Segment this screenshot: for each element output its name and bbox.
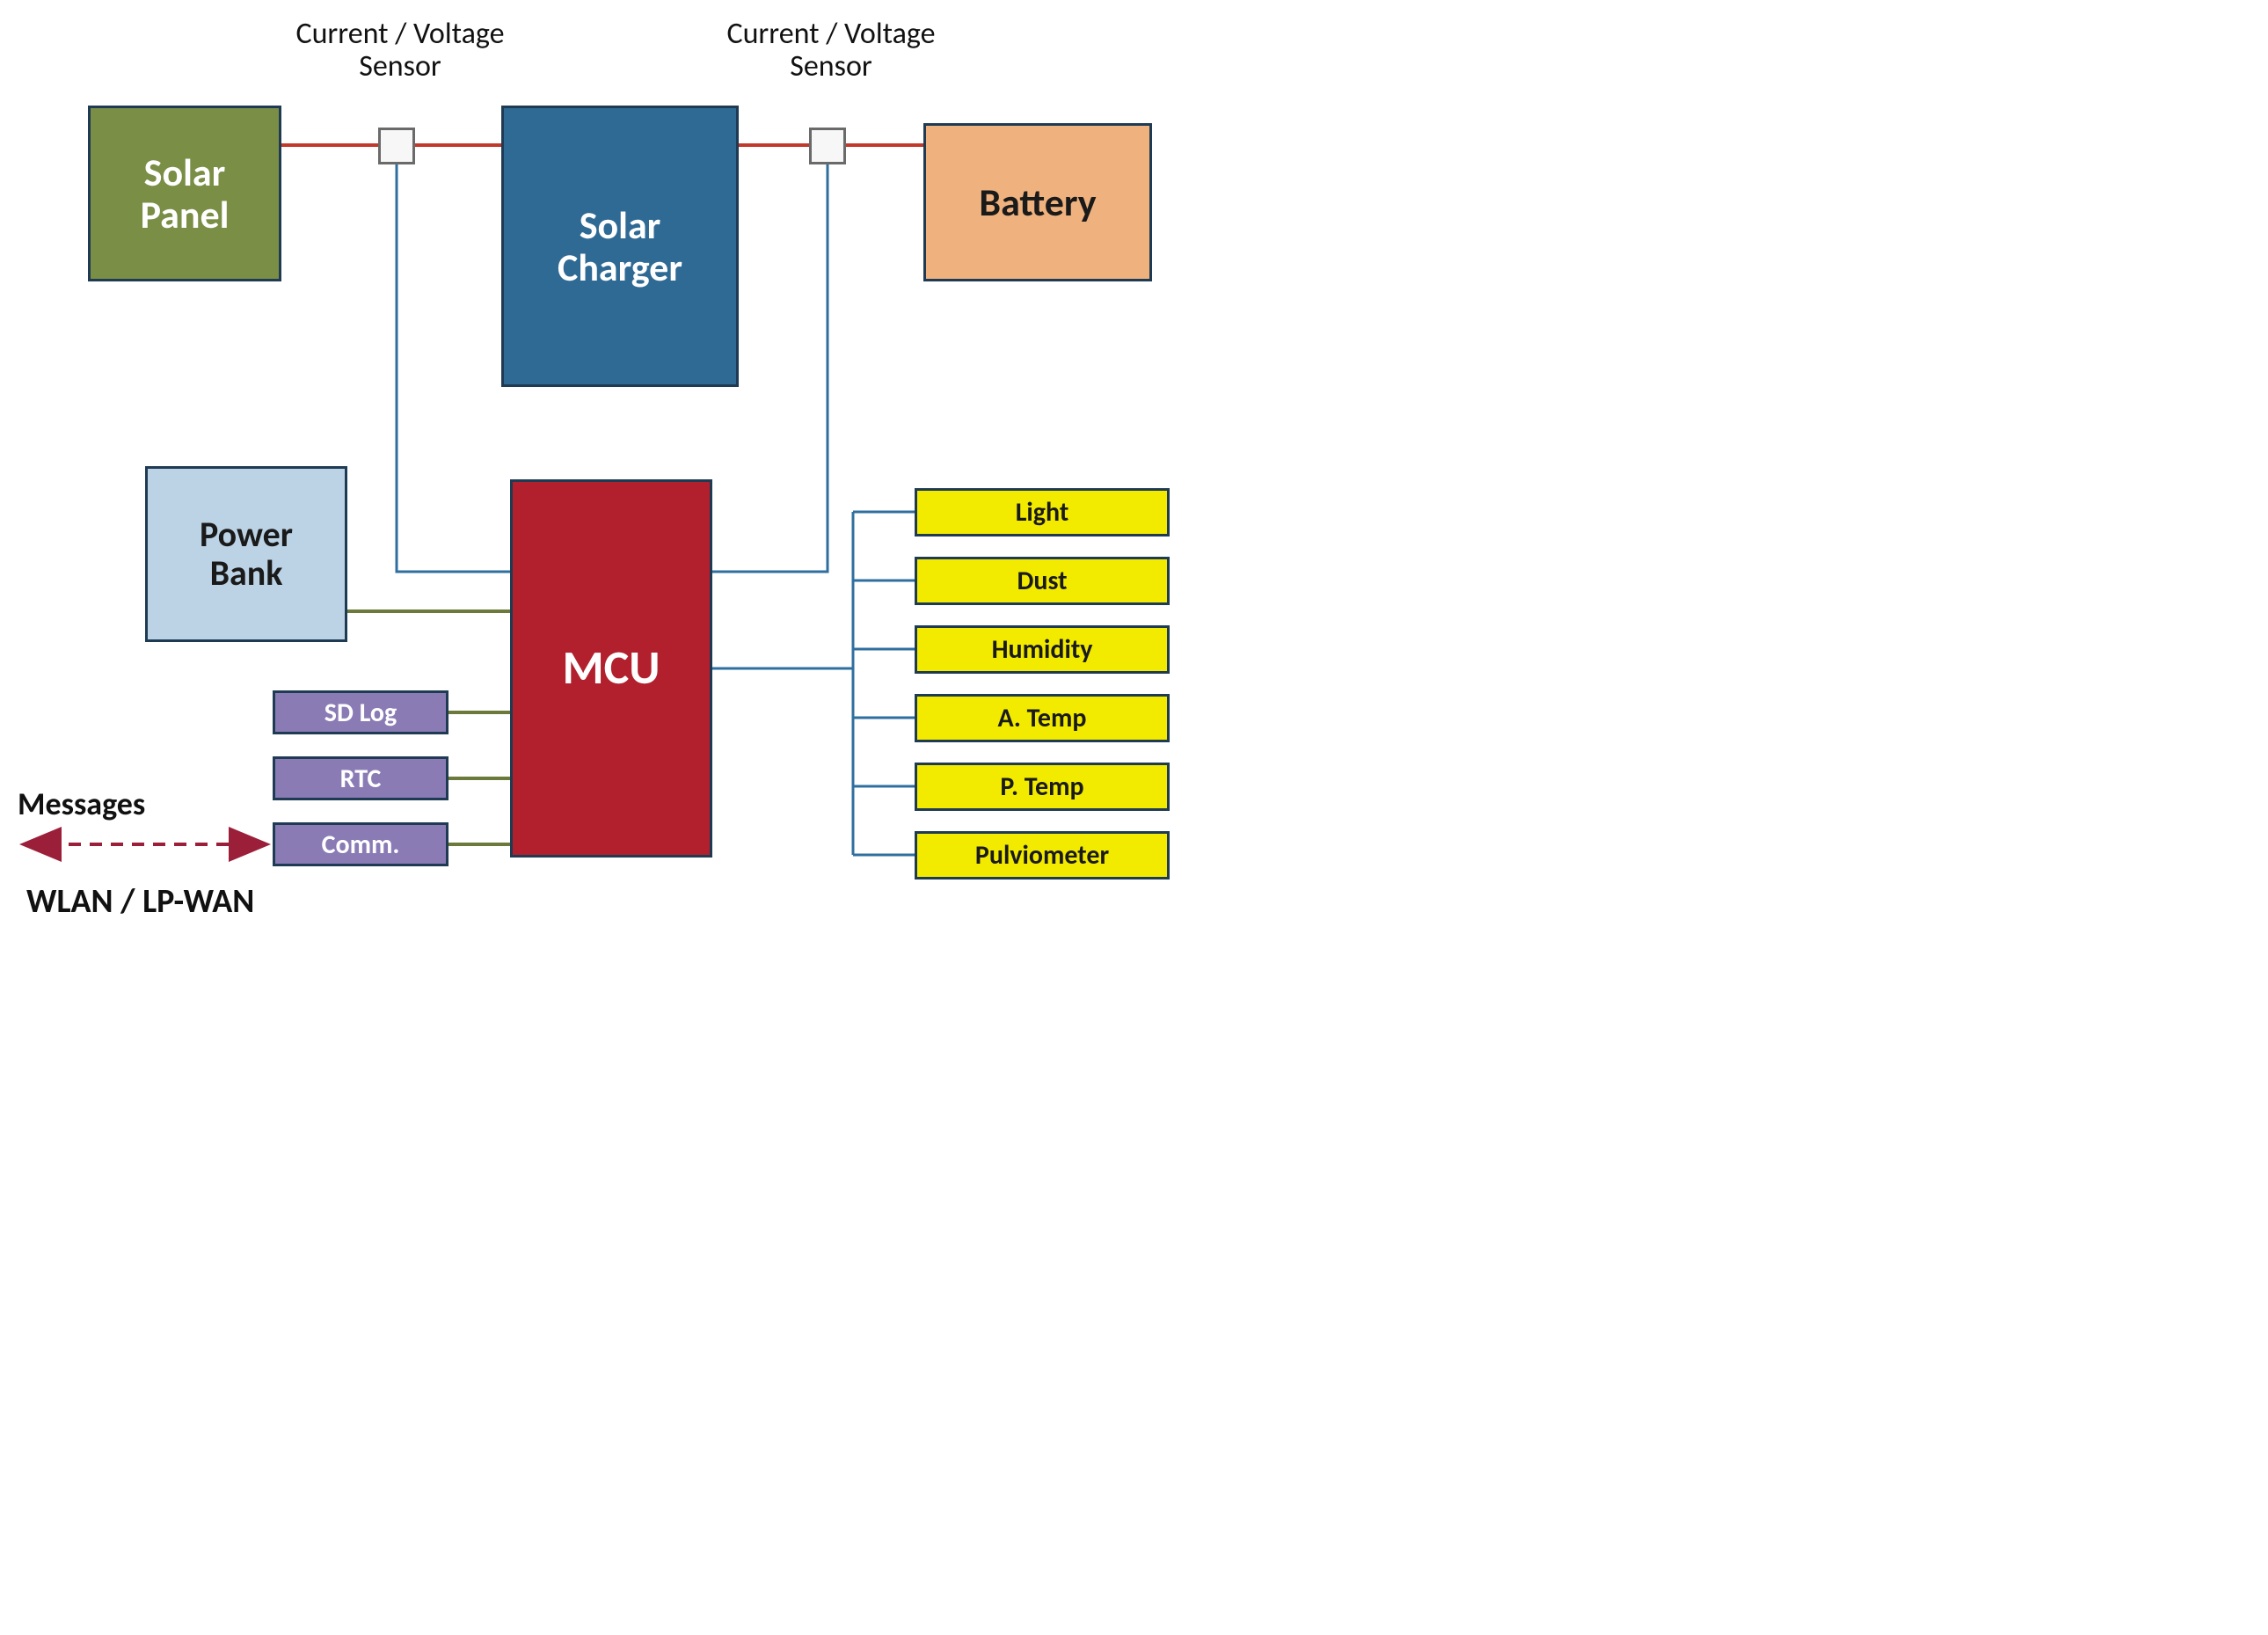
block-sdlog-label: SD Log <box>325 698 397 727</box>
sensor-ptemp: P. Temp <box>915 763 1170 811</box>
block-comm-label: Comm. <box>322 830 400 859</box>
label-cv1_label: Current / Voltage Sensor <box>264 18 536 84</box>
block-solar_charger-label: Solar Charger <box>558 204 682 289</box>
sensor-dust: Dust <box>915 557 1170 605</box>
block-battery: Battery <box>923 123 1152 281</box>
sensor-atemp-label: A. Temp <box>997 704 1086 733</box>
block-power_bank-label: Power Bank <box>200 515 293 593</box>
sensor-dust-label: Dust <box>1017 566 1067 595</box>
label-cv2_label: Current / Voltage Sensor <box>695 18 967 84</box>
block-rtc: RTC <box>273 756 448 800</box>
wire <box>397 164 510 572</box>
sensor-humidity-label: Humidity <box>992 635 1093 664</box>
block-power_bank: Power Bank <box>145 466 347 642</box>
block-solar_panel-label: Solar Panel <box>141 151 230 237</box>
sensor-atemp: A. Temp <box>915 694 1170 742</box>
sensor-ptemp-label: P. Temp <box>1000 772 1083 801</box>
sensor-light-label: Light <box>1016 498 1069 527</box>
sensor-humidity: Humidity <box>915 625 1170 674</box>
block-battery-label: Battery <box>979 181 1096 223</box>
block-mcu-label: MCU <box>562 642 660 694</box>
cv-sensor-cv1 <box>378 128 415 164</box>
sensor-light: Light <box>915 488 1170 536</box>
block-rtc-label: RTC <box>340 764 382 793</box>
block-sdlog: SD Log <box>273 690 448 734</box>
block-solar_charger: Solar Charger <box>501 106 739 387</box>
block-comm: Comm. <box>273 822 448 866</box>
label-wlan: WLAN / LP-WAN <box>26 884 396 921</box>
cv-sensor-cv2 <box>809 128 846 164</box>
sensor-pulvio: Pulviometer <box>915 831 1170 880</box>
sensor-pulvio-label: Pulviometer <box>975 841 1109 870</box>
block-mcu: MCU <box>510 479 712 858</box>
block-solar_panel: Solar Panel <box>88 106 281 281</box>
label-messages: Messages <box>18 787 237 822</box>
